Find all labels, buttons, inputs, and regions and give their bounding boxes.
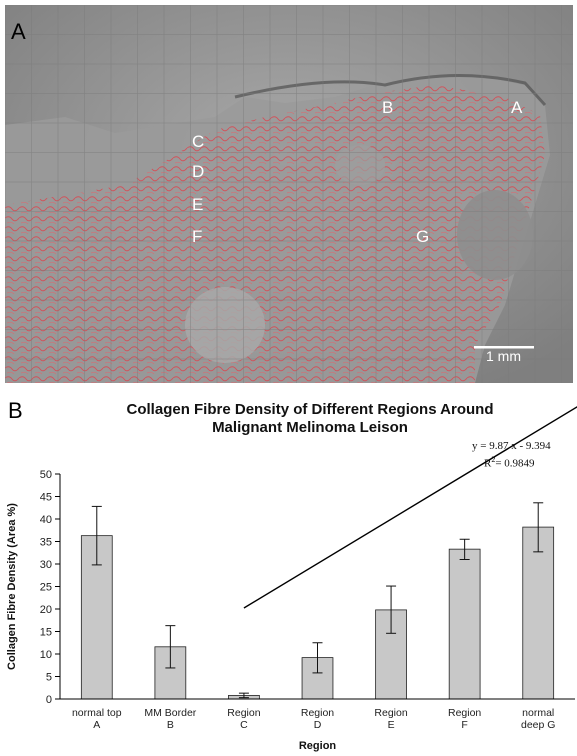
bar bbox=[522, 526, 555, 700]
x-category-label: B bbox=[167, 719, 174, 731]
region-marker-a: A bbox=[511, 98, 523, 117]
y-tick-label: 40 bbox=[40, 514, 52, 526]
micrograph-panel: A B A C D E F G 1 mm bbox=[5, 5, 573, 383]
y-tick-label: 50 bbox=[40, 469, 52, 481]
scale-bar bbox=[474, 346, 534, 349]
chart-panel: B Collagen Fibre Density of Different Re… bbox=[0, 388, 577, 756]
tissue-micrograph bbox=[5, 5, 573, 383]
x-category-label: C bbox=[240, 719, 248, 731]
panel-b-letter: B bbox=[8, 398, 23, 423]
y-tick-label: 10 bbox=[40, 649, 52, 661]
region-marker-d: D bbox=[192, 162, 205, 181]
tile-grid bbox=[5, 5, 573, 383]
x-category-label: F bbox=[461, 719, 467, 731]
bar bbox=[448, 548, 481, 700]
y-tick-label: 30 bbox=[40, 559, 52, 571]
region-marker-e: E bbox=[192, 195, 204, 214]
axes bbox=[59, 474, 575, 700]
trendline-group bbox=[243, 406, 577, 609]
x-category-label: normal top bbox=[72, 707, 122, 719]
region-marker-b: B bbox=[382, 98, 394, 117]
y-tick-label: 15 bbox=[40, 627, 52, 639]
x-category-label: Region bbox=[374, 707, 407, 719]
scale-bar-label: 1 mm bbox=[486, 348, 521, 364]
region-marker-g: G bbox=[416, 227, 430, 246]
y-tick-label: 35 bbox=[40, 537, 52, 549]
x-category-label: E bbox=[388, 719, 395, 731]
y-axis-ticks: 0 5 10 15 20 25 30 35 40 45 50 bbox=[40, 469, 60, 706]
y-tick-label: 20 bbox=[40, 604, 52, 616]
x-category-label: A bbox=[93, 719, 100, 731]
region-marker-f: F bbox=[192, 227, 203, 246]
r-squared-value: = 0.9849 bbox=[495, 457, 535, 470]
x-category-label: normal bbox=[522, 707, 554, 719]
panel-a-letter: A bbox=[11, 19, 26, 44]
r-squared-symbol: R bbox=[484, 457, 492, 470]
y-tick-label: 45 bbox=[40, 492, 52, 504]
x-category-label: Region bbox=[448, 707, 481, 719]
x-axis-title: Region bbox=[299, 740, 337, 752]
chart-title-line2: Malignant Melinoma Leison bbox=[212, 419, 408, 436]
x-category-label: Region bbox=[301, 707, 334, 719]
chart-title-line1: Collagen Fibre Density of Different Regi… bbox=[126, 401, 494, 418]
trendline bbox=[243, 406, 577, 609]
error-bars bbox=[91, 502, 544, 699]
r-squared-superscript: 2 bbox=[491, 455, 496, 464]
y-tick-label: 5 bbox=[46, 672, 52, 684]
region-marker-c: C bbox=[192, 132, 205, 151]
r-squared: R2= 0.9849 bbox=[484, 455, 535, 470]
y-tick-label: 25 bbox=[40, 582, 52, 594]
y-axis-title: Collagen Fibre Density (Area %) bbox=[6, 503, 18, 670]
y-tick-label: 0 bbox=[46, 694, 52, 706]
x-category-label: Region bbox=[227, 707, 260, 719]
x-category-label: MM Border bbox=[144, 707, 196, 719]
x-category-label: D bbox=[314, 719, 322, 731]
x-category-label: deep G bbox=[521, 719, 555, 731]
